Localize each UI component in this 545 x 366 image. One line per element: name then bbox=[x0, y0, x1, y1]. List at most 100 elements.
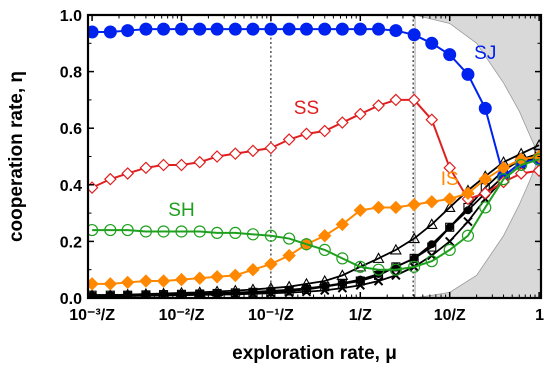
data-point bbox=[425, 36, 439, 50]
data-point bbox=[389, 93, 403, 107]
data-point bbox=[407, 197, 421, 212]
data-point bbox=[123, 290, 132, 298]
data-point bbox=[139, 274, 153, 288]
data-point bbox=[193, 155, 207, 169]
data-point bbox=[353, 203, 368, 217]
data-point bbox=[371, 200, 386, 215]
data-point bbox=[264, 229, 277, 242]
data-point bbox=[193, 225, 206, 238]
data-point bbox=[389, 243, 402, 255]
series-sh bbox=[88, 153, 541, 276]
data-point bbox=[120, 275, 135, 290]
data-point bbox=[335, 217, 350, 232]
x-tick-label: 10⁻³/Z bbox=[69, 307, 115, 324]
data-point bbox=[355, 280, 366, 290]
data-point bbox=[157, 158, 170, 172]
data-point bbox=[228, 147, 242, 161]
data-point bbox=[478, 186, 492, 200]
data-point bbox=[442, 192, 457, 206]
data-point bbox=[373, 276, 384, 286]
data-point bbox=[210, 150, 224, 163]
data-point bbox=[318, 124, 332, 138]
data-point bbox=[461, 229, 475, 242]
data-point bbox=[353, 107, 367, 121]
data-point bbox=[318, 243, 331, 256]
data-point bbox=[156, 274, 171, 288]
data-point bbox=[174, 272, 189, 287]
data-point bbox=[515, 158, 528, 172]
series-label-is: IS bbox=[441, 169, 459, 190]
y-tick-label: 0.8 bbox=[60, 65, 82, 82]
y-tick-label: 0.4 bbox=[60, 178, 82, 195]
data-point bbox=[159, 290, 168, 298]
data-point bbox=[228, 22, 242, 36]
data-point bbox=[372, 252, 385, 263]
series-sj bbox=[88, 22, 541, 183]
data-point bbox=[356, 275, 365, 284]
data-point bbox=[174, 22, 188, 36]
data-point bbox=[407, 28, 421, 42]
data-point bbox=[88, 25, 99, 39]
data-point bbox=[461, 67, 475, 81]
data-point bbox=[210, 22, 224, 36]
data-point bbox=[139, 161, 153, 175]
data-point bbox=[318, 229, 332, 243]
data-point bbox=[157, 22, 171, 36]
data-point bbox=[479, 201, 492, 214]
data-point bbox=[302, 284, 311, 293]
series-label-ss: SS bbox=[294, 98, 319, 119]
data-point bbox=[463, 206, 472, 215]
x-tick-label: 10⁻¹/Z bbox=[248, 307, 294, 324]
data-point bbox=[103, 172, 117, 186]
data-point bbox=[285, 285, 294, 294]
y-tick-label: 0.2 bbox=[60, 234, 82, 251]
data-point bbox=[88, 223, 99, 237]
data-point bbox=[318, 22, 332, 36]
data-point bbox=[463, 216, 473, 227]
data-point bbox=[229, 226, 242, 240]
data-point bbox=[282, 133, 296, 146]
y-tick-label: 0.0 bbox=[60, 291, 82, 308]
data-point bbox=[425, 195, 439, 209]
data-point bbox=[157, 225, 170, 238]
data-point bbox=[228, 268, 243, 283]
data-point bbox=[478, 101, 492, 115]
data-point bbox=[175, 225, 188, 238]
data-point bbox=[248, 287, 257, 296]
data-point bbox=[210, 226, 224, 240]
data-point bbox=[408, 260, 421, 273]
data-point bbox=[389, 200, 403, 215]
data-point bbox=[193, 22, 207, 36]
data-point bbox=[425, 255, 438, 268]
data-point bbox=[427, 240, 436, 249]
data-point bbox=[282, 248, 296, 263]
data-point bbox=[175, 158, 188, 172]
y-tick-label: 0.6 bbox=[60, 121, 82, 138]
data-point bbox=[336, 116, 349, 129]
data-point bbox=[300, 238, 313, 251]
data-point bbox=[246, 262, 260, 277]
data-point bbox=[104, 223, 117, 237]
data-point bbox=[425, 218, 438, 229]
data-point bbox=[103, 277, 118, 291]
data-point bbox=[282, 22, 296, 36]
x-tick-label: 10/Z bbox=[434, 307, 466, 324]
data-point bbox=[335, 22, 349, 36]
data-point bbox=[478, 172, 492, 186]
data-point bbox=[408, 232, 421, 244]
x-tick-label: 10⁻²/Z bbox=[159, 307, 205, 324]
data-point bbox=[336, 252, 349, 265]
series-is bbox=[88, 149, 541, 291]
data-point bbox=[193, 271, 207, 285]
data-point bbox=[445, 223, 454, 232]
data-point bbox=[372, 22, 386, 36]
data-point bbox=[246, 228, 260, 241]
y-tick-label: 1.0 bbox=[60, 8, 82, 25]
series-label-sj: SJ bbox=[474, 43, 496, 64]
data-point bbox=[533, 153, 541, 166]
data-point bbox=[121, 223, 134, 237]
data-point bbox=[195, 289, 204, 298]
data-point bbox=[461, 186, 475, 200]
data-point bbox=[425, 113, 439, 127]
